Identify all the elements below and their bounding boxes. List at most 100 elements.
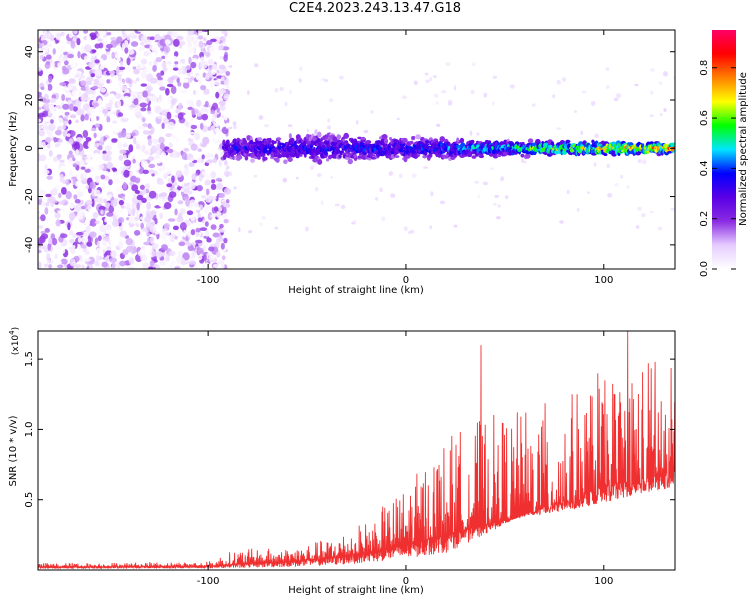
heatmap-cell <box>82 130 89 139</box>
heatmap-cell <box>123 159 132 167</box>
heatmap-cell <box>68 103 74 111</box>
heatmap-cell <box>218 89 227 95</box>
heatmap-cell <box>137 94 142 102</box>
heatmap-cell <box>47 83 53 91</box>
heatmap-cell <box>105 102 113 111</box>
heatmap-cell <box>98 84 103 90</box>
heatmap-cell <box>191 173 197 181</box>
snr-series-line <box>38 331 675 570</box>
heatmap-cell <box>59 233 68 239</box>
heatmap-cell <box>587 191 591 194</box>
heatmap-cell <box>196 89 200 96</box>
heatmap-cell <box>65 91 72 98</box>
heatmap-cell <box>259 152 266 157</box>
heatmap-cell <box>149 44 157 51</box>
heatmap-cell <box>309 165 315 170</box>
heatmap-cell <box>208 246 215 252</box>
heatmap-cell <box>213 122 220 128</box>
heatmap-cell <box>140 83 148 87</box>
heatmap-cell <box>95 178 100 184</box>
heatmap-cell <box>110 250 117 258</box>
snr-ytick-label: 0.5 <box>24 492 35 508</box>
heatmap-cell <box>50 119 54 124</box>
heatmap-cell <box>65 178 70 186</box>
heatmap-cell <box>162 99 166 108</box>
heatmap-cell <box>306 129 310 133</box>
heatmap-cell <box>156 157 162 164</box>
heatmap-cell <box>411 135 416 139</box>
heatmap-cell <box>132 80 137 84</box>
heatmap-cell <box>413 80 418 86</box>
heatmap-cell <box>108 216 114 224</box>
heatmap-cell <box>157 181 165 185</box>
heatmap-cell <box>192 37 198 42</box>
heatmap-cell <box>104 145 112 151</box>
heatmap-cell <box>148 163 156 169</box>
heatmap-cell <box>177 200 184 205</box>
heatmap-cell <box>137 234 142 241</box>
heatmap-cell <box>83 30 89 34</box>
heatmap-cell <box>204 206 209 213</box>
heatmap-cell <box>132 158 136 164</box>
heatmap-cell <box>635 225 640 229</box>
heatmap-cell <box>469 130 473 136</box>
heatmap-cell <box>424 142 430 146</box>
heatmap-cell <box>70 245 76 255</box>
heatmap-cell <box>233 186 237 190</box>
heatmap-cell <box>314 129 318 134</box>
heatmap-cell <box>552 94 556 99</box>
heatmap-cell <box>216 210 222 219</box>
heatmap-cell <box>123 169 130 178</box>
heatmap-cell <box>194 230 202 237</box>
heatmap-cell <box>135 77 140 82</box>
heatmap-cell <box>175 170 183 178</box>
heatmap-cell <box>60 165 68 171</box>
heatmap-cell <box>206 40 213 46</box>
heatmap-cell <box>122 154 127 160</box>
heatmap-cell <box>159 260 166 266</box>
heatmap-cell <box>75 110 84 116</box>
heatmap-cell <box>492 75 498 79</box>
heatmap-cell <box>141 117 146 123</box>
heatmap-cell <box>74 264 82 269</box>
heatmap-cell <box>225 144 231 148</box>
heatmap-cell <box>470 89 475 94</box>
heatmap-cell <box>159 212 164 220</box>
heatmap-cell <box>170 238 175 242</box>
heatmap-cell <box>125 237 133 246</box>
heatmap-cell <box>93 102 100 107</box>
heatmap-cell <box>489 167 495 170</box>
heatmap-cell <box>84 113 89 121</box>
heatmap-cell <box>51 94 57 99</box>
heatmap-cell <box>156 143 162 151</box>
heatmap-cell <box>196 255 203 261</box>
heatmap-cell <box>152 64 157 72</box>
heatmap-cell <box>219 55 224 60</box>
heatmap-cell <box>149 113 154 118</box>
heatmap-cell <box>44 207 49 215</box>
heatmap-cell <box>161 55 166 60</box>
heatmap-cell <box>176 35 184 41</box>
heatmap-cell <box>207 59 214 65</box>
heatmap-cell <box>662 71 669 77</box>
heatmap-cell <box>112 127 120 134</box>
heatmap-cell <box>62 68 70 75</box>
heatmap-cell <box>132 91 139 96</box>
heatmap-cell <box>72 232 76 239</box>
heatmap-cell <box>317 158 323 165</box>
colorbar-strip <box>712 30 736 269</box>
heatmap-cell <box>166 183 173 188</box>
spectrogram-ytick-label: -20 <box>24 188 35 204</box>
heatmap-cell <box>44 137 52 143</box>
heatmap-cell <box>660 113 663 117</box>
heatmap-cell <box>174 266 180 269</box>
heatmap-cell <box>119 149 127 155</box>
heatmap-cell <box>117 100 122 108</box>
heatmap-cell <box>93 107 101 116</box>
heatmap-cell <box>77 51 81 59</box>
heatmap-cell <box>257 137 263 141</box>
heatmap-cell <box>148 61 152 66</box>
heatmap-cell <box>325 158 330 162</box>
spectrogram-xtick-label: 0 <box>403 275 409 286</box>
heatmap-cell <box>68 138 74 145</box>
